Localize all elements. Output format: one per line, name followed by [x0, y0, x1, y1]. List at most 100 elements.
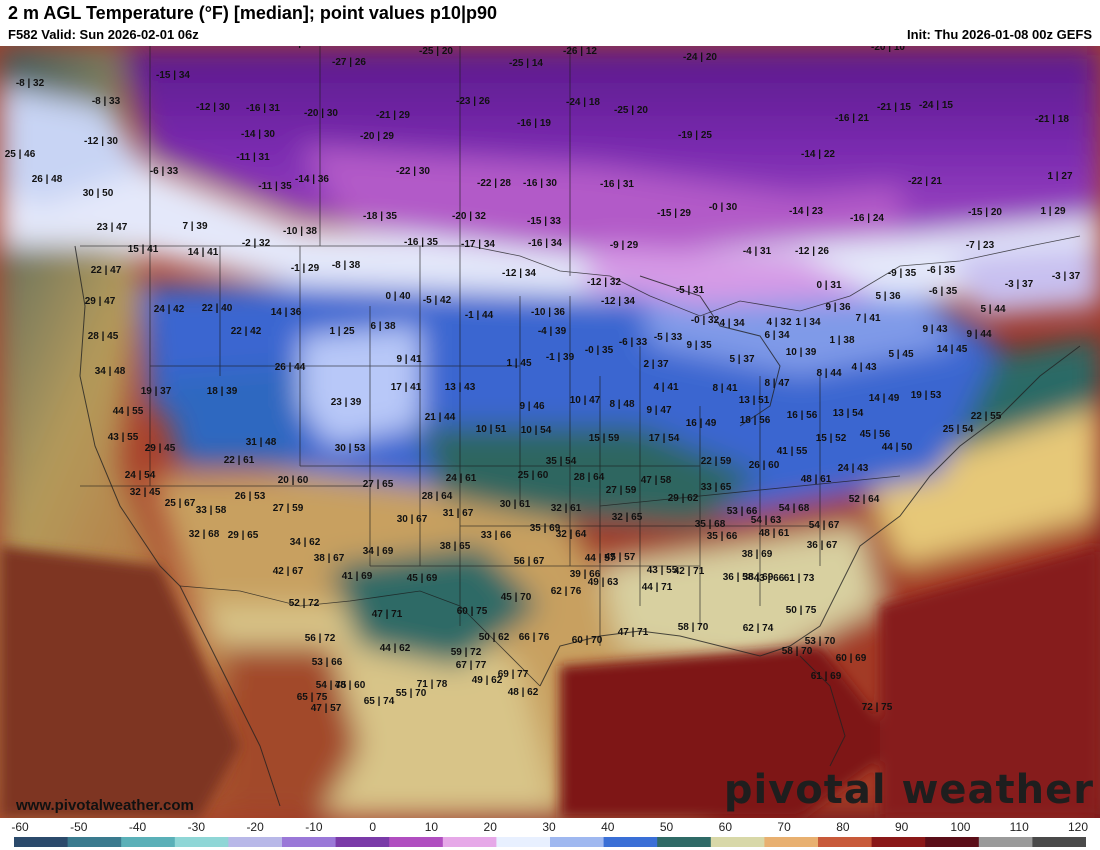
logo: pivotal weather	[723, 767, 1094, 813]
colorbar-strip	[14, 837, 1086, 847]
point-value-label: -15 | 29	[657, 208, 691, 219]
point-value-label: 19 | 53	[911, 390, 942, 401]
point-value-label: 0 | 31	[816, 280, 841, 291]
point-value-label: 47 | 71	[618, 627, 649, 638]
point-value-label: -16 | 34	[528, 238, 562, 249]
point-value-label: 7 | 39	[182, 221, 207, 232]
colorbar-tick-label: -30	[187, 820, 205, 834]
point-value-label: 39 | 66	[570, 569, 601, 580]
point-value-label: 13 | 51	[739, 395, 770, 406]
point-value-label: 29 | 62	[668, 493, 699, 504]
point-value-label: -25 | 20	[614, 105, 648, 116]
point-value-label: 61 | 69	[811, 671, 842, 682]
point-value-label: 22 | 61	[224, 455, 255, 466]
colorbar-segment	[871, 837, 926, 847]
point-value-label: 38 | 69	[743, 572, 774, 583]
point-value-label: 0 | 40	[385, 291, 410, 302]
point-value-label: 9 | 43	[922, 324, 947, 335]
point-value-label: 5 | 37	[729, 354, 754, 365]
point-value-label: -22 | 21	[908, 176, 942, 187]
point-value-label: -24 | 18	[566, 97, 600, 108]
point-value-label: 69 | 77	[498, 669, 529, 680]
point-value-label: 8 | 48	[609, 399, 634, 410]
colorbar-tick-label: -60	[11, 820, 29, 834]
point-value-label: 71 | 78	[417, 679, 448, 690]
point-value-label: 26 | 53	[235, 491, 266, 502]
point-value-label: 61 | 73	[784, 573, 815, 584]
point-value-label: 22 | 40	[202, 303, 233, 314]
point-value-label: -8 | 32	[16, 78, 45, 89]
point-value-label: 45 | 56	[860, 429, 891, 440]
point-value-label: 23 | 47	[97, 222, 128, 233]
point-value-label: 47 | 57	[311, 703, 342, 714]
point-value-label: 48 | 62	[508, 687, 539, 698]
point-value-label: 60 | 69	[836, 653, 867, 664]
point-value-label: 52 | 72	[289, 598, 320, 609]
point-value-label: -6 | 35	[929, 286, 958, 297]
point-value-label: -17 | 34	[461, 239, 495, 250]
colorbar-segment	[1032, 837, 1086, 847]
point-value-label: -16 | 24	[850, 213, 884, 224]
point-value-label: 44 | 71	[642, 582, 673, 593]
point-value-label: -22 | 30	[396, 166, 430, 177]
point-value-label: 34 | 62	[290, 537, 321, 548]
point-value-label: 44 | 50	[882, 442, 913, 453]
point-value-label: 8 | 47	[764, 378, 789, 389]
colorbar-segment	[710, 837, 765, 847]
point-value-label: 30 | 61	[500, 499, 531, 510]
point-value-label: -15 | 33	[527, 216, 561, 227]
colorbar-segment	[442, 837, 497, 847]
point-value-label: -1 | 29	[291, 263, 320, 274]
point-value-label: 33 | 66	[481, 530, 512, 541]
point-value-label: 29 | 45	[145, 443, 176, 454]
point-value-label: 15 | 52	[816, 433, 847, 444]
point-value-label: 22 | 59	[701, 456, 732, 467]
point-value-label: 53 | 66	[727, 506, 758, 517]
header: 2 m AGL Temperature (°F) [median]; point…	[0, 0, 1100, 46]
point-value-label: 48 | 61	[759, 528, 790, 539]
point-value-label: 54 | 63	[751, 515, 782, 526]
point-value-label: -7 | 23	[966, 240, 995, 251]
colorbar-segment	[121, 837, 176, 847]
point-value-label: -3 | 37	[1005, 279, 1034, 290]
point-value-label: 14 | 49	[869, 393, 900, 404]
point-value-label: -9 | 29	[610, 240, 639, 251]
point-value-label: 53 | 70	[805, 636, 836, 647]
point-value-label: -0 | 32	[691, 315, 720, 326]
point-value-label: 65 | 75	[297, 692, 328, 703]
point-value-label: 34 | 48	[95, 366, 126, 377]
point-value-label: 27 | 65	[363, 479, 394, 490]
colorbar-tick-label: 0	[369, 820, 376, 834]
point-value-label: 47 | 71	[372, 609, 403, 620]
point-value-label: 28 | 64	[422, 491, 453, 502]
point-value-label: -25 | 20	[419, 46, 453, 57]
point-value-label: 43 | 55	[647, 565, 678, 576]
point-value-label: 62 | 74	[743, 623, 774, 634]
colorbar-tick-label: 110	[1009, 820, 1029, 834]
point-value-label: -12 | 34	[502, 268, 536, 279]
point-value-label: -14 | 22	[801, 149, 835, 160]
point-value-label: 22 | 42	[231, 326, 262, 337]
point-value-label: 4 | 43	[851, 362, 876, 373]
point-value-label: -12 | 34	[601, 296, 635, 307]
point-value-label: 8 | 44	[816, 368, 841, 379]
point-value-label: 41 | 69	[342, 571, 373, 582]
colorbar-tick-label: -20	[246, 820, 264, 834]
colorbar-segment	[335, 837, 390, 847]
point-value-label: 72 | 75	[862, 702, 893, 713]
colorbar-segment	[282, 837, 337, 847]
colorbar-tick-label: 60	[718, 820, 733, 834]
point-value-label: -8 | 33	[92, 96, 121, 107]
point-value-label: 13 | 54	[833, 408, 864, 419]
point-value-label: 28 | 45	[88, 331, 119, 342]
point-value-label: 38 | 67	[314, 553, 345, 564]
point-value-label: 55 | 70	[396, 688, 427, 699]
point-value-label: -18 | 35	[363, 211, 397, 222]
point-value-label: 24 | 61	[446, 473, 477, 484]
point-value-label: 34 | 69	[363, 546, 394, 557]
point-value-label: 45 | 70	[501, 592, 532, 603]
point-value-label: -5 | 42	[423, 295, 452, 306]
colorbar-segment	[657, 837, 712, 847]
point-value-label: -20 | 30	[304, 108, 338, 119]
point-value-label: 35 | 68	[695, 519, 726, 530]
